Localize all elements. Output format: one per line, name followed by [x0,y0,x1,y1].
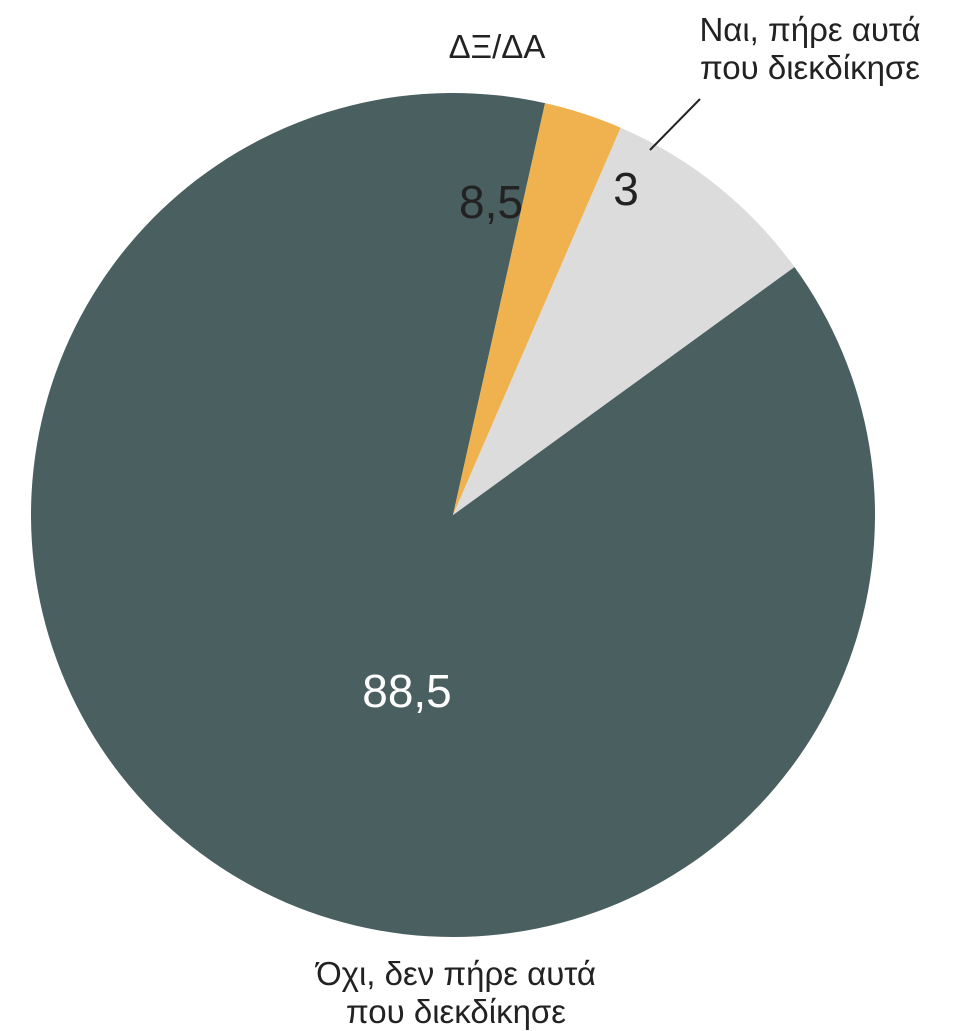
pie-slices [31,92,876,937]
pie-category-label: Ναι, πήρε αυτά που διεκδίκησε [699,11,920,86]
pie-value-label: 88,5 [362,665,452,717]
pie-category-label-line: ΔΞ/ΔΑ [449,28,546,65]
pie-category-label-line: που διεκδίκησε [700,49,920,86]
pie-slice [453,127,795,516]
pie-slice [453,103,621,515]
pie-value-label: 3 [613,163,639,215]
pie-value-label: 8,5 [459,176,523,228]
pie-leader-lines [649,98,701,151]
pie-value-labels: 88,5 8,5 3 [362,163,639,717]
pie-category-label: Όχι, δεν πήρε αυτά που διεκδίκησε [314,955,596,1030]
pie-leader-line [649,98,701,151]
pie-category-label-line: που διεκδίκησε [346,993,566,1030]
pie-category-label-line: Όχι, δεν πήρε αυτά [314,955,596,992]
pie-category-label: ΔΞ/ΔΑ [449,28,546,65]
pie-slice [31,92,876,937]
pie-category-label-line: Ναι, πήρε αυτά [699,11,920,48]
